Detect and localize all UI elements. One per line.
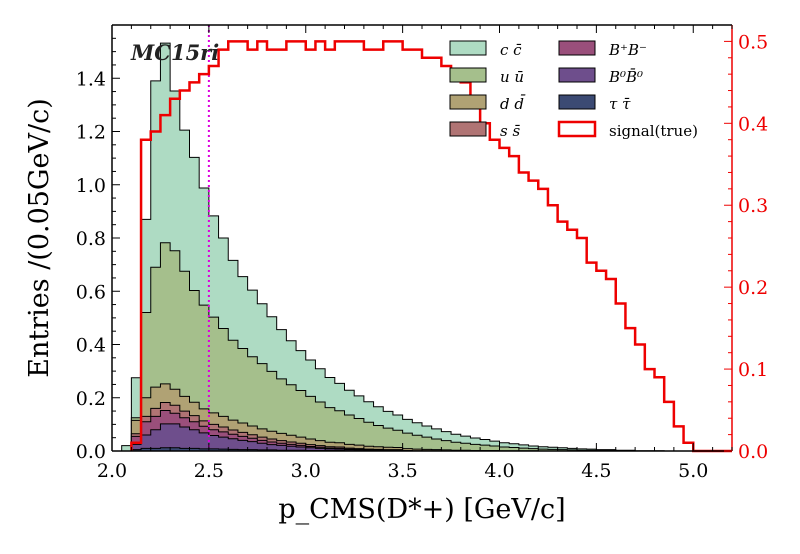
y-tick-label: 0.0 xyxy=(76,441,106,463)
legend-label-ddbar: d d̄ xyxy=(500,95,525,113)
legend-swatch-tautau xyxy=(559,95,595,109)
legend-swatch-uubar xyxy=(450,68,486,82)
legend: c c̄ u ū d d̄ s s̄ B⁺B⁻ B⁰B̄⁰ τ τ̄ signal(true) xyxy=(450,41,698,140)
legend-label-signal: signal(true) xyxy=(609,122,698,140)
legend-label-ssbar: s s̄ xyxy=(500,122,520,140)
y2-tick-label: 0.5 xyxy=(738,31,768,53)
x-tick-label: 4.0 xyxy=(484,460,514,482)
x-tick-label: 2.0 xyxy=(97,460,127,482)
y-tick-label: 0.8 xyxy=(76,228,106,250)
x-tick-label: 2.5 xyxy=(194,460,224,482)
y2-tick-label: 0.0 xyxy=(738,441,768,463)
x-tick-label: 3.5 xyxy=(388,460,418,482)
legend-label-ccbar: c c̄ xyxy=(500,41,522,59)
y2-tick-label: 0.2 xyxy=(738,277,768,299)
legend-label-tautau: τ τ̄ xyxy=(609,95,631,113)
y2-tick-label: 0.1 xyxy=(738,359,768,381)
x-tick-label: 5.0 xyxy=(678,460,708,482)
x-tick-label: 4.5 xyxy=(581,460,611,482)
y-tick-label: 1.0 xyxy=(76,175,106,197)
y-tick-label: 0.6 xyxy=(76,281,106,303)
legend-swatch-BpBm xyxy=(559,41,595,55)
legend-swatch-ddbar xyxy=(450,95,486,109)
x-tick-label: 3.0 xyxy=(291,460,321,482)
y2-tick-label: 0.3 xyxy=(738,195,768,217)
mc-tag: MC15ri xyxy=(130,40,219,65)
legend-swatch-ssbar xyxy=(450,122,486,136)
x-axis-label: p_CMS(D*+) [GeV/c] xyxy=(278,494,565,525)
legend-swatch-ccbar xyxy=(450,41,486,55)
y-tick-label: 1.2 xyxy=(76,122,106,144)
y-tick-label: 1.4 xyxy=(76,68,106,90)
y-axis-label: Entries /(0.05GeV/c) xyxy=(24,98,55,377)
y2-tick-label: 0.4 xyxy=(738,113,768,135)
legend-swatch-B0B0bar xyxy=(559,68,595,82)
y-tick-label: 0.4 xyxy=(76,335,106,357)
legend-label-B0B0bar: B⁰B̄⁰ xyxy=(608,68,643,86)
legend-label-uubar: u ū xyxy=(500,68,524,86)
y-tick-label: 0.2 xyxy=(76,388,106,410)
legend-swatch-signal xyxy=(559,122,595,136)
legend-label-BpBm: B⁺B⁻ xyxy=(608,41,647,59)
plot-layer xyxy=(122,25,732,451)
